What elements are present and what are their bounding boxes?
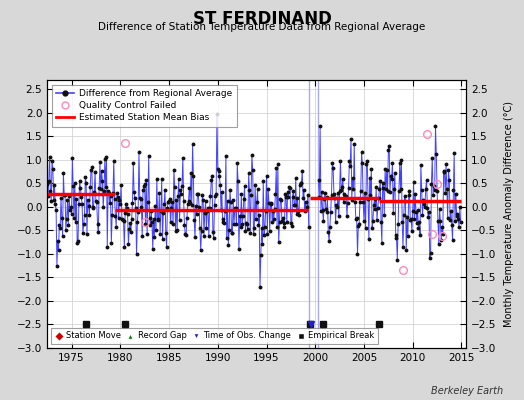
Y-axis label: Monthly Temperature Anomaly Difference (°C): Monthly Temperature Anomaly Difference (… <box>504 101 514 327</box>
Text: Difference of Station Temperature Data from Regional Average: Difference of Station Temperature Data f… <box>99 22 425 32</box>
Text: ST FERDINAND: ST FERDINAND <box>192 10 332 28</box>
Legend: Station Move, Record Gap, Time of Obs. Change, Empirical Break: Station Move, Record Gap, Time of Obs. C… <box>51 328 378 344</box>
Text: Berkeley Earth: Berkeley Earth <box>431 386 503 396</box>
